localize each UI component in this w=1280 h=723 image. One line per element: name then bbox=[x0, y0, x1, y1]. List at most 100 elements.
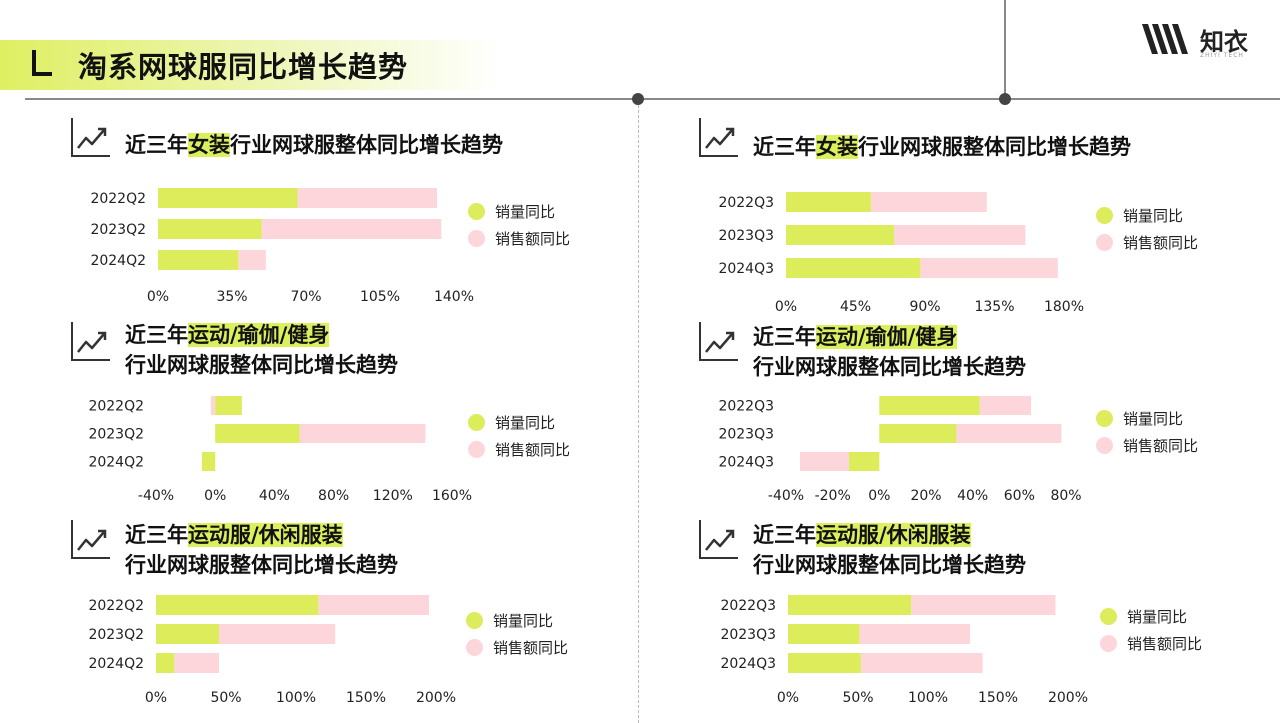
panel-title: 近三年运动服/休闲服装 行业网球服整体同比增长趋势 bbox=[125, 520, 398, 580]
stacked-bar-chart: 2022Q3 2023Q3 2024Q3 0% 50% 100% 150% 200% bbox=[720, 595, 1088, 706]
bar-sales-volume bbox=[201, 452, 216, 471]
x-tick-label: 50% bbox=[210, 690, 241, 706]
legend-label: 销量同比 bbox=[1127, 608, 1188, 626]
bar-sales-volume bbox=[156, 653, 175, 673]
chart-legend: 销量同比 销售额同比 bbox=[466, 607, 568, 661]
legend-item-sales-amount: 销售额同比 bbox=[1100, 630, 1202, 657]
bar-sales-amount bbox=[210, 396, 216, 415]
category-label: 2022Q3 bbox=[718, 399, 774, 415]
bar-sales-amount bbox=[860, 653, 983, 673]
bar-sales-volume bbox=[879, 424, 957, 443]
bar-sales-volume bbox=[788, 595, 912, 615]
stacked-bar-chart: 2022Q3 2023Q3 2024Q3 -40% -20% 0% 20% 40% 60% 80% bbox=[718, 396, 1082, 504]
bar-sales-volume bbox=[158, 250, 239, 270]
chart-legend: 销量同比销售额同比 bbox=[1096, 202, 1198, 256]
x-tick-label: 200% bbox=[1048, 690, 1088, 706]
bar-sales-volume bbox=[158, 188, 298, 208]
top-vertical-divider bbox=[1004, 0, 1006, 98]
title-line2: 行业网球服整体同比增长趋势 bbox=[753, 355, 1026, 379]
x-tick-label: 0% bbox=[868, 488, 890, 504]
legend-label: 销量同比 bbox=[495, 414, 556, 432]
trend-chart-icon bbox=[699, 322, 738, 361]
x-tick-label: -40% bbox=[768, 488, 804, 504]
legend-label: 销售额同比 bbox=[495, 230, 571, 248]
title-line2: 行业网球服整体同比增长趋势 bbox=[125, 353, 398, 377]
x-tick-label: 160% bbox=[432, 488, 472, 504]
x-tick-label: -40% bbox=[138, 488, 174, 504]
chart-legend: 销量同比销售额同比 bbox=[1096, 405, 1198, 459]
x-tick-label: 40% bbox=[259, 488, 290, 504]
title-suffix: 行业网球服整体同比增长趋势 bbox=[230, 133, 503, 157]
legend-dot bbox=[1100, 635, 1117, 652]
x-tick-label: 50% bbox=[842, 690, 873, 706]
bar-sales-amount bbox=[894, 225, 1026, 245]
bar-sales-amount bbox=[318, 595, 429, 615]
legend-item-sales-volume: 销量同比 bbox=[1096, 202, 1198, 229]
legend-label: 销售额同比 bbox=[1123, 234, 1199, 252]
title-highlight: 女装 bbox=[816, 135, 858, 159]
category-label: 2023Q2 bbox=[90, 222, 146, 238]
legend-item-sales-amount: 销售额同比 bbox=[1096, 229, 1198, 256]
legend-label: 销量同比 bbox=[495, 203, 556, 221]
logo-text: 知衣 bbox=[1200, 28, 1248, 56]
legend-dot bbox=[466, 639, 483, 656]
x-tick-label: 20% bbox=[910, 488, 941, 504]
stacked-bar-chart: 2022Q2 2023Q2 2024Q2 -40% 0% 40% 80% 120% 160% bbox=[88, 396, 472, 504]
center-dashed-divider bbox=[638, 100, 639, 723]
divider-dot-left bbox=[632, 93, 644, 105]
category-label: 2024Q2 bbox=[90, 253, 146, 269]
title-prefix: 近三年 bbox=[753, 523, 816, 547]
legend-dot bbox=[468, 414, 485, 431]
bar-sales-amount bbox=[299, 424, 426, 443]
category-label: 2022Q3 bbox=[718, 195, 774, 211]
bar-sales-volume bbox=[788, 624, 860, 644]
category-label: 2023Q2 bbox=[88, 427, 144, 443]
trend-chart-icon bbox=[699, 520, 738, 559]
category-label: 2023Q3 bbox=[720, 627, 776, 643]
category-label: 2024Q2 bbox=[88, 455, 144, 471]
title-highlight: 运动/瑜伽/健身 bbox=[188, 323, 330, 347]
x-tick-label: 120% bbox=[373, 488, 413, 504]
x-tick-label: 135% bbox=[974, 299, 1014, 315]
stacked-bar-chart: 2022Q2 2023Q2 2024Q2 0% 50% 100% 150% 200% bbox=[88, 595, 456, 706]
trend-chart-icon bbox=[71, 520, 110, 559]
legend-item-sales-amount: 销售额同比 bbox=[466, 634, 568, 661]
bar-sales-amount bbox=[238, 250, 266, 270]
trend-chart-icon bbox=[699, 118, 738, 157]
category-label: 2023Q3 bbox=[718, 427, 774, 443]
x-tick-label: 80% bbox=[318, 488, 349, 504]
stacked-bar-chart: 2022Q2 2023Q2 2024Q2 0% 35% 70% 105% 140% bbox=[90, 188, 474, 305]
legend-dot bbox=[468, 230, 485, 247]
bar-sales-volume bbox=[786, 192, 871, 212]
title-highlight: 运动服/休闲服装 bbox=[816, 523, 971, 547]
bar-sales-amount bbox=[911, 595, 1056, 615]
x-tick-label: 180% bbox=[1044, 299, 1084, 315]
bar-sales-volume bbox=[156, 595, 319, 615]
legend-item-sales-amount: 销售额同比 bbox=[468, 436, 570, 463]
bar-sales-amount bbox=[297, 188, 438, 208]
bar-sales-amount bbox=[261, 219, 442, 239]
panel-title: 近三年运动/瑜伽/健身 行业网球服整体同比增长趋势 bbox=[125, 320, 398, 380]
x-tick-label: 70% bbox=[290, 289, 321, 305]
bar-sales-volume bbox=[158, 219, 262, 239]
category-label: 2024Q2 bbox=[88, 656, 144, 672]
legend-dot bbox=[1100, 608, 1117, 625]
legend-item-sales-volume: 销量同比 bbox=[468, 198, 570, 225]
header-highlight bbox=[0, 40, 500, 90]
bar-sales-volume bbox=[849, 452, 880, 471]
legend-item-sales-amount: 销售额同比 bbox=[468, 225, 570, 252]
legend-item-sales-volume: 销量同比 bbox=[468, 409, 570, 436]
stacked-bar-chart: 2022Q3 2023Q3 2024Q3 0% 45% 90% 135% 180% bbox=[718, 192, 1084, 315]
x-tick-label: 140% bbox=[434, 289, 474, 305]
legend-dot bbox=[1096, 207, 1113, 224]
category-label: 2024Q3 bbox=[720, 656, 776, 672]
x-tick-label: 150% bbox=[978, 690, 1018, 706]
category-label: 2022Q2 bbox=[88, 598, 144, 614]
legend-item-sales-volume: 销量同比 bbox=[1096, 405, 1198, 432]
panel-title: 近三年女装行业网球服整体同比增长趋势 bbox=[125, 130, 503, 160]
bar-sales-volume bbox=[788, 653, 861, 673]
legend-label: 销售额同比 bbox=[1123, 437, 1199, 455]
title-highlight: 运动/瑜伽/健身 bbox=[816, 325, 958, 349]
page-title: 淘系网球服同比增长趋势 bbox=[78, 50, 409, 84]
chart-legend: 销量同比 销售额同比 bbox=[468, 198, 570, 252]
